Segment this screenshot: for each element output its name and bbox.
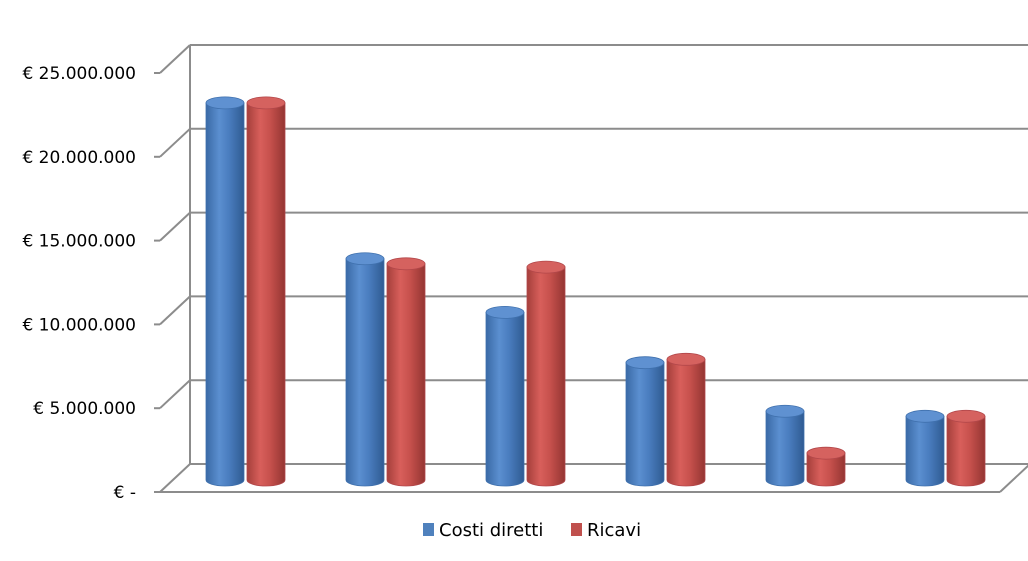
legend-swatch	[571, 523, 582, 536]
gridline-depth	[159, 211, 191, 242]
legend-label: Costi diretti	[439, 520, 543, 541]
legend-label: Ricavi	[587, 520, 641, 541]
bar-ricavi	[526, 260, 566, 487]
bar-ricavi	[386, 257, 426, 487]
bar-costi-diretti	[625, 356, 665, 487]
bar-ricavi	[246, 96, 286, 487]
gridline-depth	[159, 295, 191, 326]
gridline-depth	[159, 44, 191, 74]
bar-costi-diretti	[905, 409, 945, 487]
y-tick-label: € -	[114, 483, 136, 503]
y-axis-tick-labels: € - € 5.000.000 € 10.000.000 € 15.000.000 € …	[22, 64, 136, 503]
legend: Costi diretti Ricavi	[423, 520, 641, 541]
y-tick-label: € 10.000.000	[22, 315, 136, 335]
bar-ricavi	[946, 409, 986, 487]
y-tick-label: € 20.000.000	[22, 148, 136, 168]
gridline-depth	[159, 379, 191, 409]
bar-costi-diretti	[205, 96, 245, 487]
bar-ricavi	[666, 352, 706, 487]
y-tick-label: € 25.000.000	[22, 64, 136, 84]
legend-swatch	[423, 523, 434, 536]
bar-ricavi	[806, 446, 846, 487]
gridlines	[154, 44, 1028, 493]
bars	[205, 96, 986, 487]
y-tick-label: € 15.000.000	[22, 232, 136, 252]
bar-costi-diretti	[765, 404, 805, 487]
y-tick-label: € 5.000.000	[33, 399, 136, 419]
bar-costi-diretti	[485, 305, 525, 487]
bar-costi-diretti	[345, 252, 385, 487]
gridline-depth	[159, 128, 191, 158]
floor-right-edge	[999, 464, 1028, 493]
gridline-depth	[159, 463, 191, 493]
